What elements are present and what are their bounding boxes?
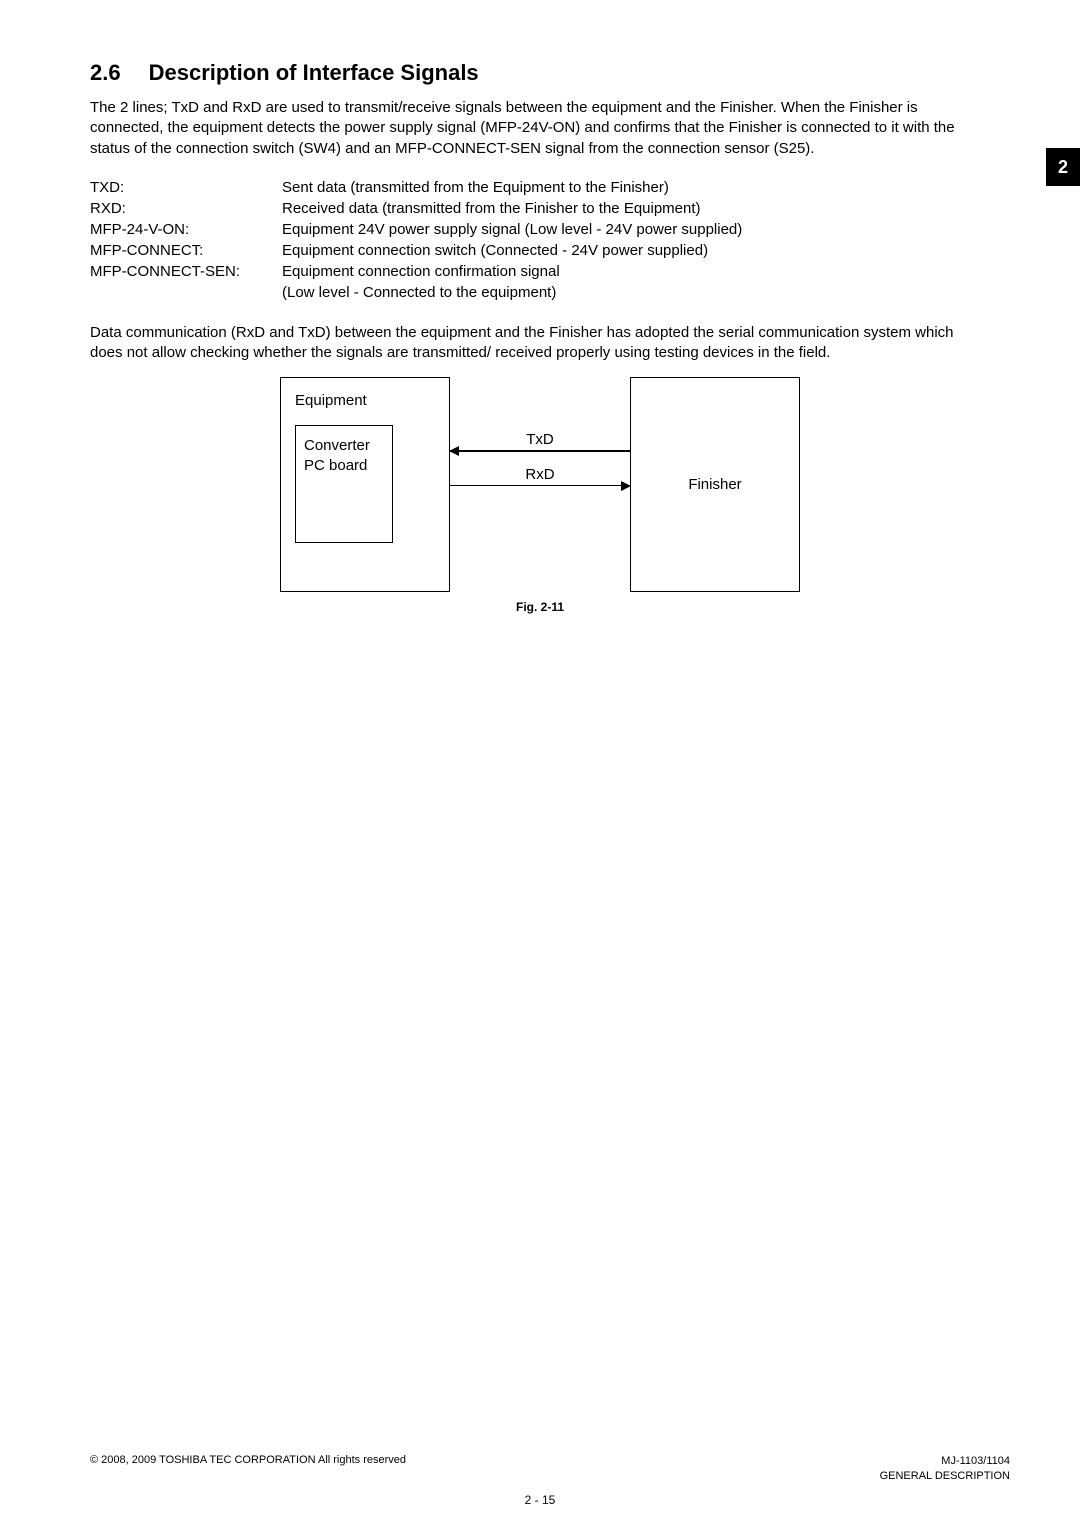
finisher-box: Finisher bbox=[630, 377, 800, 592]
signal-row: RXD: Received data (transmitted from the… bbox=[90, 198, 990, 219]
signal-row: TXD: Sent data (transmitted from the Equ… bbox=[90, 177, 990, 198]
copyright-text: © 2008, 2009 TOSHIBA TEC CORPORATION All… bbox=[90, 1454, 406, 1466]
signal-row: (Low level - Connected to the equipment) bbox=[90, 282, 990, 303]
signal-label: TXD: bbox=[90, 177, 282, 198]
rxd-label: RxD bbox=[450, 466, 630, 483]
section-title: Description of Interface Signals bbox=[149, 60, 479, 86]
signal-desc: Sent data (transmitted from the Equipmen… bbox=[282, 177, 990, 198]
converter-line1: Converter bbox=[304, 436, 384, 456]
signal-row: MFP-CONNECT: Equipment connection switch… bbox=[90, 240, 990, 261]
section-number: 2.6 bbox=[90, 60, 121, 86]
signal-row: MFP-CONNECT-SEN: Equipment connection co… bbox=[90, 261, 990, 282]
finisher-label: Finisher bbox=[688, 476, 741, 493]
signal-definitions: TXD: Sent data (transmitted from the Equ… bbox=[90, 177, 990, 303]
signal-arrows: TxD RxD bbox=[450, 377, 630, 592]
page-number: 2 - 15 bbox=[0, 1493, 1080, 1507]
signal-label bbox=[90, 282, 282, 303]
section-heading: 2.6 Description of Interface Signals bbox=[90, 60, 990, 86]
chapter-number: 2 bbox=[1058, 157, 1068, 178]
model-text: MJ-1103/1104 bbox=[880, 1454, 1010, 1468]
signal-label: MFP-24-V-ON: bbox=[90, 219, 282, 240]
rxd-arrow bbox=[450, 485, 630, 487]
signal-desc: Equipment 24V power supply signal (Low l… bbox=[282, 219, 990, 240]
signal-desc: Equipment connection switch (Connected -… bbox=[282, 240, 990, 261]
signal-label: MFP-CONNECT: bbox=[90, 240, 282, 261]
equipment-label: Equipment bbox=[295, 392, 435, 409]
equipment-box: Equipment Converter PC board bbox=[280, 377, 450, 592]
converter-box: Converter PC board bbox=[295, 425, 393, 543]
diagram: Equipment Converter PC board TxD RxD Fin… bbox=[90, 377, 990, 592]
signal-desc: (Low level - Connected to the equipment) bbox=[282, 282, 990, 303]
page-footer: © 2008, 2009 TOSHIBA TEC CORPORATION All… bbox=[90, 1454, 1010, 1483]
txd-label: TxD bbox=[450, 431, 630, 448]
txd-arrow bbox=[450, 450, 630, 452]
signal-label: RXD: bbox=[90, 198, 282, 219]
signal-desc: Received data (transmitted from the Fini… bbox=[282, 198, 990, 219]
converter-line2: PC board bbox=[304, 456, 384, 476]
signal-label: MFP-CONNECT-SEN: bbox=[90, 261, 282, 282]
intro-paragraph: The 2 lines; TxD and RxD are used to tra… bbox=[90, 98, 990, 159]
signal-row: MFP-24-V-ON: Equipment 24V power supply … bbox=[90, 219, 990, 240]
chapter-tab: 2 bbox=[1046, 148, 1080, 186]
second-paragraph: Data communication (RxD and TxD) between… bbox=[90, 323, 990, 364]
figure-caption: Fig. 2-11 bbox=[90, 600, 990, 614]
signal-desc: Equipment connection confirmation signal bbox=[282, 261, 990, 282]
footer-section-text: GENERAL DESCRIPTION bbox=[880, 1469, 1010, 1483]
